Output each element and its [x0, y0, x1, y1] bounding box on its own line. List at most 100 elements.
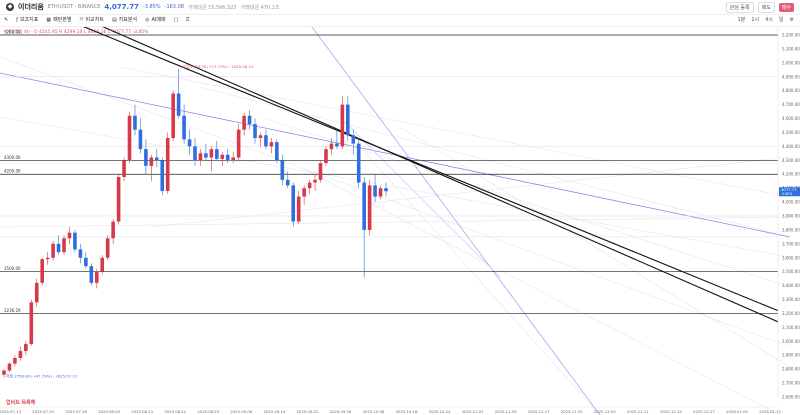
indicator-icon: ƒ — [16, 16, 18, 23]
candle-body — [296, 196, 301, 222]
watchlist-button[interactable]: 관심 등록 — [725, 2, 754, 13]
candle-body — [231, 157, 235, 161]
x-tick-label: 2025.10.16 — [396, 409, 418, 414]
y-tick-label: 3,200.00 — [782, 311, 800, 316]
timeframe-4h[interactable]: 4시 — [765, 17, 773, 23]
screenshot-button[interactable]: ⌼ — [186, 17, 189, 23]
fib-fan-line — [0, 216, 791, 228]
symbol-info: ◆ 이더리움 ETH/USDT · BINANCE 4,077.77 -3.85… — [6, 2, 279, 12]
x-tick-label: 2025.11.01 — [462, 409, 484, 414]
pencil-icon: ✎ — [4, 16, 9, 23]
candle-body — [24, 344, 28, 352]
high-annotation: 고점 4956.78 (+17.73%) · 2025.08.24 — [182, 64, 254, 69]
x-tick-label: 2026.01.04 — [726, 409, 748, 414]
y-tick-label: 4,700.00 — [782, 102, 800, 107]
timeframe-1h[interactable]: 1시 — [751, 17, 760, 23]
level-label: 3500.00 — [4, 266, 21, 271]
x-tick-label: 2025.09.06 — [230, 409, 252, 414]
candle-body — [56, 243, 61, 253]
y-tick-label: 3,900.00 — [782, 214, 800, 219]
candle-body — [138, 129, 143, 150]
fib-fan-line — [299, 166, 781, 415]
candle-body — [346, 104, 350, 136]
candle-body — [127, 115, 132, 161]
indicator-label: 보조지표 — [19, 17, 39, 23]
price-change-abs: -163.08 — [164, 4, 184, 10]
candle-body — [176, 93, 181, 116]
fib-fan-line — [259, 116, 791, 288]
price-tag-change: -3.85% — [781, 192, 792, 196]
candle-body — [275, 142, 279, 161]
candle-body — [384, 188, 388, 192]
timeframe-selector: 1분 1시 4시 일 ⚙ — [737, 16, 794, 24]
x-tick-label: 2025.12.03 — [594, 409, 616, 414]
blue-diagonal-line — [339, 116, 501, 278]
candle-body — [264, 135, 268, 147]
x-tick-label: 2025.10.08 — [363, 409, 385, 414]
candle-body — [78, 249, 83, 258]
candle-body — [122, 160, 126, 178]
ai-icon: ◎ — [145, 16, 150, 23]
trend-channel-upper — [83, 27, 779, 312]
x-tick-label: 2025.12.27 — [693, 409, 715, 414]
candle-body — [116, 177, 121, 222]
timeframe-1d[interactable]: 일 — [778, 17, 784, 23]
candle-body — [209, 149, 214, 158]
candle-body — [144, 149, 148, 166]
candle-body — [7, 363, 12, 371]
blue-diagonal-line — [311, 27, 601, 415]
gear-icon[interactable]: ⚙ — [789, 16, 794, 23]
price-chart[interactable]: 이더리움 4h · O 4245.95 H 4299.14 L 4059.16 … — [0, 27, 800, 415]
timeframe-1m[interactable]: 1분 — [737, 17, 746, 23]
y-tick-label: 5,000.00 — [782, 60, 800, 65]
candle-body — [367, 185, 372, 230]
candle-body — [340, 104, 345, 147]
fullscreen-button[interactable]: ▢ — [174, 17, 179, 23]
symbol-name[interactable]: 이더리움 — [18, 3, 44, 11]
candle-body — [182, 115, 186, 140]
ai-trade-button[interactable]: ◎ AI매매 — [145, 16, 165, 24]
level-label: 3236.29 — [4, 308, 21, 313]
buy-button[interactable]: 매수 — [778, 3, 794, 12]
candle-body — [253, 124, 257, 139]
market-cap: 거래대금 470,1조 — [240, 4, 280, 11]
candle-body — [100, 257, 105, 272]
low-annotation: 저점 2756.00 (+47.79%) · 2025.07.13 — [6, 373, 78, 378]
y-tick-label: 3,100.00 — [782, 325, 800, 330]
compare-button[interactable]: ⤧ 비교차트 — [80, 16, 104, 24]
candle-body — [45, 257, 50, 260]
candle-body — [356, 143, 361, 183]
candle-body — [84, 257, 88, 267]
x-tick-label: 2025.09.22 — [297, 409, 319, 414]
price-change-percent: -3.85% — [142, 4, 161, 10]
y-tick-label: 2,900.00 — [782, 353, 800, 358]
indicator-button[interactable]: ƒ 보조지표 — [16, 16, 39, 24]
candle-body — [89, 266, 94, 283]
y-tick-label: 5,200.00 — [782, 33, 800, 38]
current-price: 4,077.77 — [104, 3, 139, 11]
candle-body — [307, 182, 312, 189]
analysis-button[interactable]: ▤ 지표분석 — [112, 16, 137, 24]
x-tick-label: 2026.01.12 — [759, 409, 781, 414]
candle-body — [193, 146, 197, 161]
x-tick-label: 2025.08.05 — [98, 409, 120, 414]
candle-body — [13, 358, 17, 364]
x-tick-label: 2025.11.17 — [528, 409, 550, 414]
candle-body — [362, 182, 366, 230]
candle-body — [198, 153, 203, 161]
draw-tool-button[interactable]: ✎ — [4, 17, 8, 23]
sell-button[interactable]: 매도 — [757, 2, 775, 13]
candle-body — [318, 163, 323, 180]
y-tick-label: 3,600.00 — [782, 255, 800, 260]
pattern-label: 패턴판별 — [53, 17, 72, 23]
pattern-button[interactable]: ▦ 패턴판별 — [46, 16, 72, 24]
x-tick-label: 2025.12.19 — [660, 409, 682, 414]
y-tick-label: 4,000.00 — [782, 200, 800, 205]
chart-toolbar: ✎ ƒ 보조지표 ▦ 패턴판별 ⤧ 비교차트 ▤ 지표분석 ◎ AI매매 ▢ ⌼… — [0, 14, 800, 27]
x-tick-label: 2025.08.21 — [164, 409, 186, 414]
candle-body — [34, 282, 39, 303]
fib-fan-line — [399, 126, 791, 368]
candle-body — [280, 160, 285, 180]
candle-body — [62, 238, 66, 253]
fib-fan-line — [0, 56, 791, 348]
